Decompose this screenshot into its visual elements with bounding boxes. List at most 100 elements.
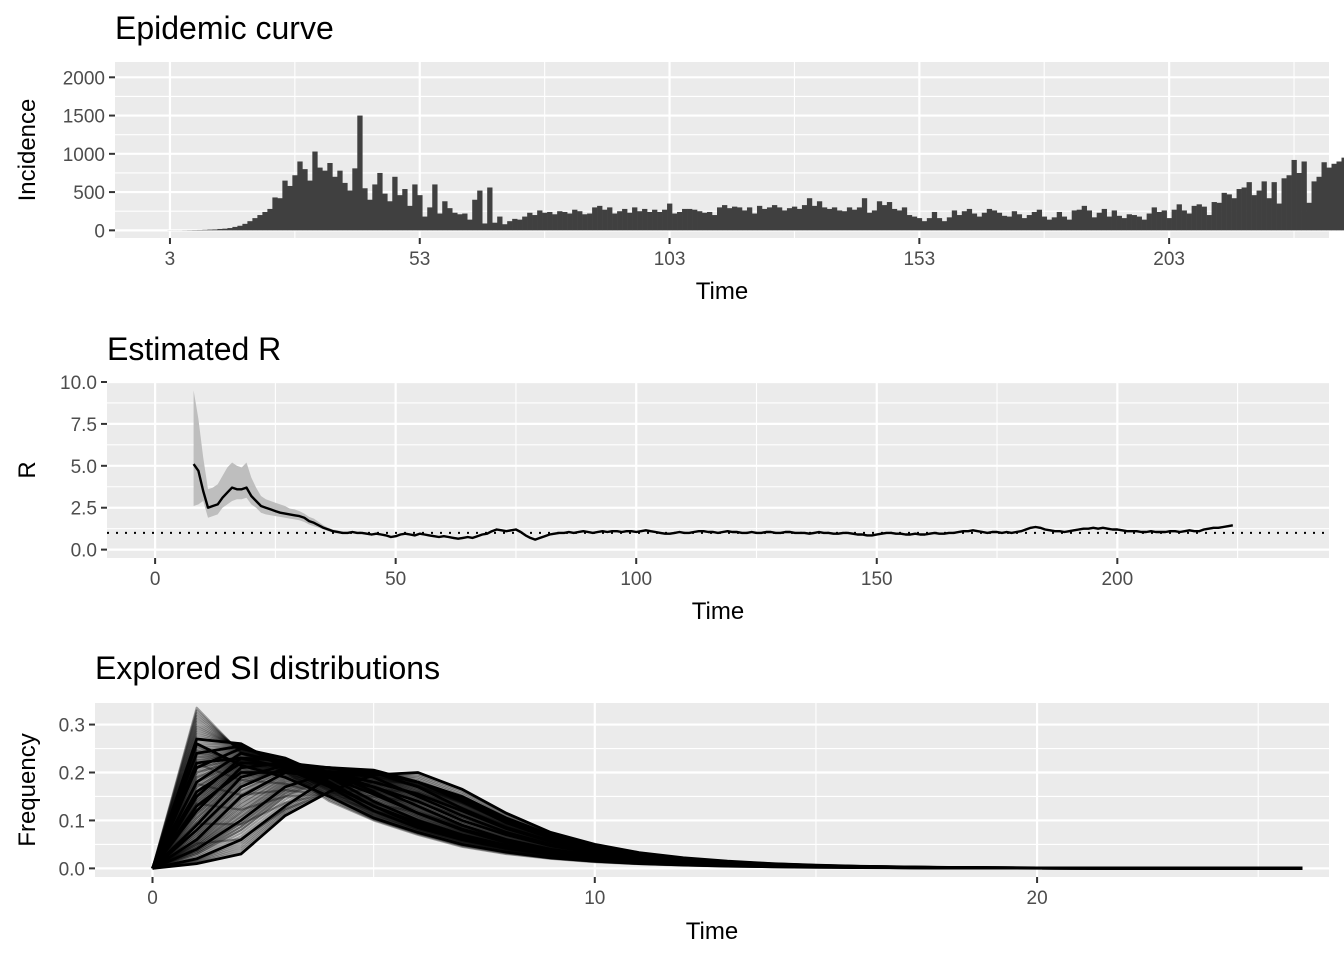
epidemic-curve-y-axis: 0 500 1000 1500 2000: [63, 68, 115, 242]
incidence-bar: [407, 205, 413, 231]
incidence-bar: [677, 211, 683, 231]
incidence-bar: [642, 208, 648, 231]
epidemic-curve-x-axis-title: Time: [696, 278, 748, 305]
estimated-r-title: Estimated R: [107, 331, 281, 367]
incidence-bar: [1181, 210, 1187, 231]
incidence-bar: [1331, 163, 1337, 231]
si-distributions-panel: 0.0 0.1 0.2 0.3 0 10 20 Explored SI distribut…: [14, 650, 1329, 945]
incidence-bar: [1186, 213, 1192, 231]
incidence-bar: [936, 218, 943, 231]
incidence-bar: [906, 215, 913, 231]
incidence-bar: [821, 207, 828, 231]
estimated-r-grid: [107, 380, 1329, 558]
incidence-bar: [307, 180, 313, 231]
incidence-bar: [1161, 210, 1167, 231]
incidence-bar: [836, 210, 843, 231]
incidence-bar: [287, 185, 293, 231]
epidemic-curve-x-tick-label: 53: [409, 249, 430, 270]
incidence-bar: [337, 170, 343, 231]
estimated-r-y-axis: 0.0 2.5 5.0 7.5 10.0: [60, 373, 107, 562]
incidence-bar: [222, 228, 228, 231]
incidence-bar: [502, 224, 508, 231]
incidence-bar: [986, 208, 993, 231]
incidence-bar: [452, 212, 458, 231]
incidence-bar: [776, 207, 783, 231]
si-distributions-y-tick-label: 0.1: [59, 811, 85, 832]
incidence-bar: [462, 213, 468, 231]
incidence-bar: [1261, 181, 1267, 231]
incidence-bar: [487, 187, 493, 231]
incidence-bar: [1196, 204, 1202, 231]
incidence-bar: [1101, 208, 1107, 231]
incidence-bar: [1221, 192, 1227, 231]
estimated-r-panel: 0.0 2.5 5.0 7.5 10.0 0 50 100 150 200 Estimated …: [14, 331, 1329, 625]
incidence-bar: [1266, 198, 1272, 231]
incidence-bar: [1241, 187, 1247, 231]
incidence-bar: [781, 210, 788, 231]
incidence-bar: [1296, 172, 1302, 231]
incidence-bar: [437, 213, 443, 231]
incidence-bar: [537, 210, 543, 231]
incidence-bar: [392, 176, 398, 231]
epidemic-curve-x-tick-label: 153: [903, 249, 935, 270]
incidence-bar: [302, 169, 308, 231]
incidence-bar: [712, 215, 718, 231]
incidence-bar: [1071, 210, 1078, 231]
incidence-bar: [1076, 209, 1083, 231]
incidence-bar: [1236, 189, 1242, 231]
incidence-bar: [1291, 159, 1297, 231]
incidence-bar: [726, 208, 733, 231]
incidence-bar: [652, 209, 658, 231]
si-distributions-x-axis-title: Time: [686, 918, 738, 945]
incidence-bar: [841, 211, 848, 231]
incidence-bar: [702, 212, 708, 231]
estimated-r-y-axis-title: R: [14, 461, 41, 478]
incidence-bar: [741, 210, 748, 231]
incidence-bar: [497, 216, 503, 231]
incidence-bar: [562, 211, 568, 231]
estimated-r-x-tick-label: 100: [620, 569, 652, 590]
incidence-bar: [582, 214, 588, 231]
incidence-bar: [1341, 157, 1344, 231]
incidence-bar: [352, 168, 358, 231]
incidence-bar: [956, 215, 963, 231]
incidence-bar: [472, 199, 478, 231]
incidence-bar: [831, 207, 838, 231]
incidence-bar: [1086, 210, 1092, 231]
incidence-bar: [697, 211, 703, 231]
epidemic-curve-y-tick-label: 1500: [63, 107, 105, 128]
incidence-bar: [402, 189, 408, 231]
incidence-bar: [692, 209, 698, 231]
incidence-bar: [1171, 209, 1177, 231]
si-distributions-y-tick-label: 0.3: [59, 716, 85, 737]
incidence-bar: [786, 208, 793, 231]
incidence-bar: [422, 216, 428, 231]
incidence-bar: [971, 213, 978, 231]
estimated-r-x-axis-title: Time: [692, 598, 744, 625]
incidence-bar: [756, 205, 763, 231]
incidence-bar: [207, 229, 213, 231]
estimated-r-y-tick-label: 5.0: [71, 457, 97, 478]
incidence-bar: [662, 209, 668, 231]
si-distributions-y-axis-title: Frequency: [14, 733, 41, 846]
incidence-bar: [796, 208, 803, 231]
incidence-bar: [1011, 211, 1018, 231]
incidence-bar: [881, 205, 888, 231]
incidence-bar: [372, 184, 378, 231]
incidence-bar: [1306, 202, 1312, 231]
incidence-bar: [347, 190, 353, 231]
incidence-bar: [552, 214, 558, 231]
incidence-bar: [1036, 209, 1043, 231]
incidence-bar: [262, 211, 268, 231]
incidence-bar: [911, 216, 918, 231]
incidence-bar: [547, 211, 553, 231]
incidence-bar: [482, 223, 488, 231]
incidence-bar: [1151, 207, 1157, 231]
incidence-bar: [312, 151, 318, 231]
incidence-bar: [926, 218, 933, 231]
incidence-bar: [811, 205, 818, 231]
incidence-bar: [657, 211, 663, 231]
incidence-bar: [722, 205, 728, 231]
si-distributions-x-tick-label: 10: [584, 888, 605, 909]
incidence-bar: [876, 201, 883, 231]
